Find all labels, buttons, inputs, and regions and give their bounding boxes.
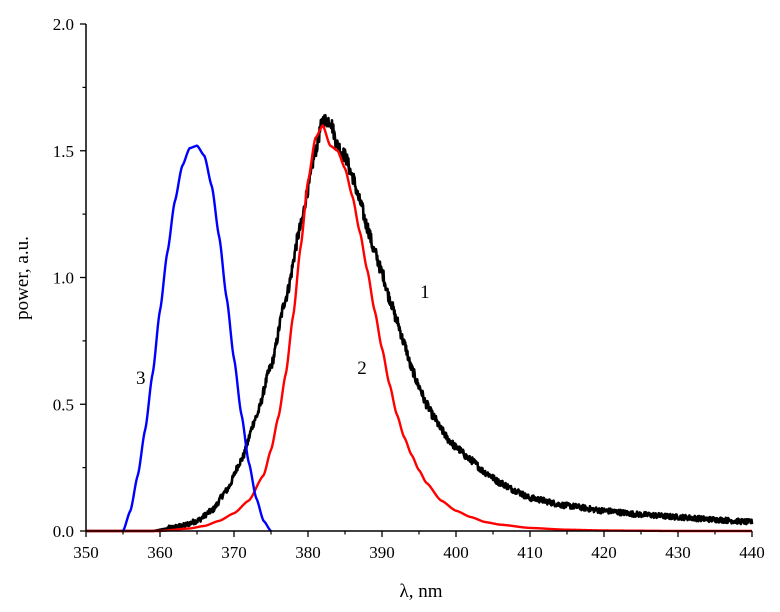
curve-label-3: 3 — [136, 368, 146, 389]
series-2-line — [85, 124, 753, 533]
curves-group — [85, 113, 754, 533]
y-axis-title: power, a.u. — [12, 236, 33, 320]
x-tick-label-420: 420 — [591, 543, 617, 562]
x-tick-label-410: 410 — [517, 543, 543, 562]
series-1-line — [85, 113, 754, 533]
y-tick-label-0.5: 0.5 — [53, 395, 74, 414]
x-tick-label-400: 400 — [443, 543, 469, 562]
x-axis-title: λ, nm — [400, 581, 443, 602]
y-tick-label-2.0: 2.0 — [53, 15, 74, 34]
x-tick-label-370: 370 — [221, 543, 247, 562]
x-tick-label-350: 350 — [73, 543, 99, 562]
y-tick-label-1.5: 1.5 — [53, 142, 74, 161]
x-tick-label-430: 430 — [665, 543, 691, 562]
curve-label-1: 1 — [420, 282, 430, 303]
y-tick-label-0.0: 0.0 — [53, 522, 74, 541]
axes-group: 350 360 370 380 390 400 410 420 430 440 0.0 0.5 1.0 1… — [53, 15, 765, 562]
x-tick-label-360: 360 — [147, 543, 173, 562]
x-tick-label-440: 440 — [739, 543, 765, 562]
x-tick-label-390: 390 — [369, 543, 395, 562]
x-tick-label-380: 380 — [295, 543, 321, 562]
annotations-group: 1 2 3 — [136, 282, 430, 389]
series-3-line — [121, 144, 272, 532]
y-tick-label-1.0: 1.0 — [53, 269, 74, 288]
curve-label-2: 2 — [357, 358, 367, 379]
